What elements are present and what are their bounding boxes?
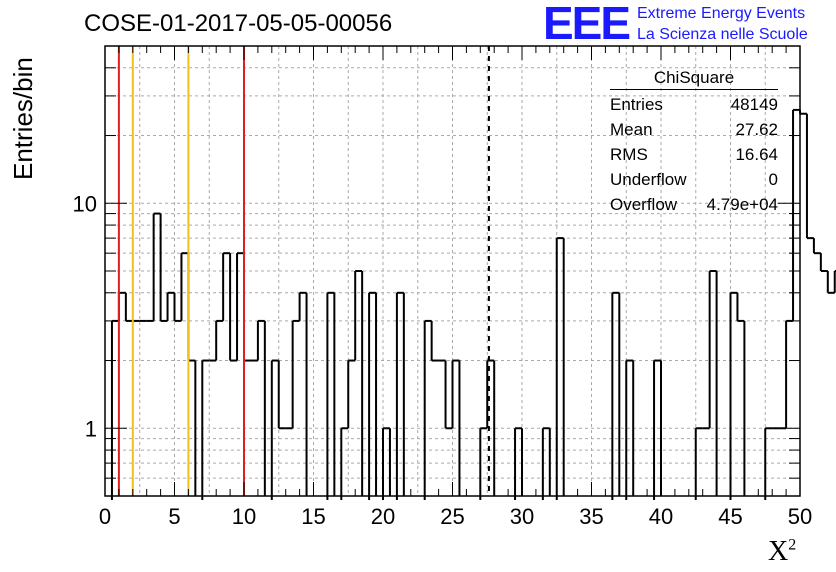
stats-value: 27.62 (735, 120, 778, 139)
logo-line-2: La Scienza nelle Scuole (637, 26, 808, 43)
y-tick-label: 10 (73, 191, 97, 216)
logo-line-1: Extreme Energy Events (637, 5, 806, 22)
stats-row: Mean 27.62 (610, 117, 778, 142)
y-tick-label: 1 (85, 416, 97, 441)
x-tick-label: 50 (788, 504, 812, 529)
x-tick-label: 35 (579, 504, 603, 529)
stats-title: ChiSquare (610, 68, 778, 90)
stats-row: Overflow 4.79e+04 (610, 192, 778, 217)
stats-value: 0 (768, 170, 778, 189)
stats-value: 48149 (730, 95, 778, 114)
x-tick-label: 5 (168, 504, 180, 529)
x-tick-label: 40 (649, 504, 673, 529)
stats-label: Mean (610, 120, 653, 139)
stats-label: Overflow (610, 195, 678, 214)
stats-box: ChiSquare Entries 48149 Mean 27.62 RMS 16.64 U… (610, 68, 778, 217)
stats-rows: Entries 48149 Mean 27.62 RMS 16.64 Underflow 0 O… (610, 92, 778, 217)
stats-value: 4.79e+04 (706, 195, 778, 214)
stats-label: RMS (610, 145, 648, 164)
stats-value: 16.64 (735, 145, 778, 164)
x-tick-label: 25 (440, 504, 464, 529)
stats-row: Underflow 0 (610, 167, 778, 192)
x-tick-label: 20 (371, 504, 395, 529)
x-tick-label: 45 (718, 504, 742, 529)
stats-label: Entries (610, 95, 663, 114)
x-tick-label: 30 (510, 504, 534, 529)
x-axis-label-text: X (768, 536, 789, 567)
x-tick-label: 10 (232, 504, 256, 529)
x-axis-label: X2 (768, 536, 796, 568)
eee-logo: EEE (543, 0, 631, 49)
plot-title: COSE-01-2017-05-05-00056 (84, 10, 393, 37)
x-axis-label-superscript: 2 (788, 536, 797, 554)
stats-row: RMS 16.64 (610, 142, 778, 167)
x-tick-label: 0 (99, 504, 111, 529)
x-tick-label: 15 (301, 504, 325, 529)
stats-row: Entries 48149 (610, 92, 778, 117)
stats-label: Underflow (610, 170, 687, 189)
